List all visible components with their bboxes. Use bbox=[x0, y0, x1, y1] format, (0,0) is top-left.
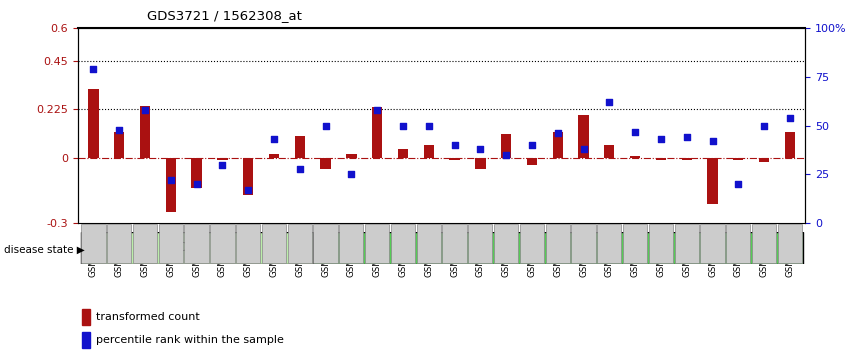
Bar bbox=[682, 158, 692, 160]
FancyBboxPatch shape bbox=[727, 224, 751, 263]
FancyBboxPatch shape bbox=[417, 224, 441, 263]
Bar bbox=[656, 158, 666, 160]
Point bbox=[138, 107, 152, 113]
Bar bbox=[81, 309, 90, 325]
Bar bbox=[423, 145, 434, 158]
Point bbox=[319, 123, 333, 129]
Text: pCR: pCR bbox=[171, 241, 197, 254]
FancyBboxPatch shape bbox=[701, 224, 725, 263]
Point bbox=[396, 123, 410, 129]
Bar bbox=[785, 132, 795, 158]
Point bbox=[706, 138, 720, 144]
Point bbox=[293, 166, 307, 171]
Bar bbox=[501, 134, 511, 158]
FancyBboxPatch shape bbox=[107, 224, 132, 263]
Point bbox=[345, 172, 359, 177]
Text: pPR: pPR bbox=[546, 241, 570, 254]
Bar bbox=[294, 137, 305, 158]
FancyBboxPatch shape bbox=[313, 224, 338, 263]
Bar bbox=[630, 156, 640, 158]
FancyBboxPatch shape bbox=[81, 224, 106, 263]
FancyBboxPatch shape bbox=[675, 224, 699, 263]
Point bbox=[267, 136, 281, 142]
Point bbox=[525, 142, 539, 148]
Text: transformed count: transformed count bbox=[96, 312, 200, 322]
Bar bbox=[191, 158, 202, 188]
Bar bbox=[165, 158, 176, 212]
Point bbox=[164, 177, 178, 183]
FancyBboxPatch shape bbox=[262, 224, 286, 263]
Point bbox=[190, 181, 204, 187]
Text: GDS3721 / 1562308_at: GDS3721 / 1562308_at bbox=[147, 9, 302, 22]
Point bbox=[680, 135, 694, 140]
FancyBboxPatch shape bbox=[520, 224, 544, 263]
Point bbox=[113, 127, 126, 132]
Point bbox=[422, 123, 436, 129]
Point bbox=[577, 146, 591, 152]
FancyBboxPatch shape bbox=[598, 224, 622, 263]
FancyBboxPatch shape bbox=[288, 224, 312, 263]
Bar bbox=[759, 158, 769, 162]
Point bbox=[242, 187, 255, 193]
Point bbox=[757, 123, 771, 129]
Bar bbox=[604, 145, 615, 158]
Point bbox=[474, 146, 488, 152]
FancyBboxPatch shape bbox=[778, 224, 802, 263]
Point bbox=[448, 142, 462, 148]
Bar bbox=[88, 89, 99, 158]
FancyBboxPatch shape bbox=[443, 224, 467, 263]
Bar bbox=[578, 115, 589, 158]
Point bbox=[783, 115, 797, 121]
Bar bbox=[553, 132, 563, 158]
FancyBboxPatch shape bbox=[623, 224, 647, 263]
FancyBboxPatch shape bbox=[572, 224, 596, 263]
Bar bbox=[708, 158, 718, 204]
Bar bbox=[114, 132, 125, 158]
FancyBboxPatch shape bbox=[81, 232, 313, 264]
FancyBboxPatch shape bbox=[210, 224, 235, 263]
Bar bbox=[372, 107, 382, 158]
Bar bbox=[243, 158, 254, 195]
Point bbox=[87, 67, 100, 72]
Bar bbox=[734, 158, 744, 160]
Bar bbox=[346, 154, 357, 158]
Bar bbox=[81, 332, 90, 348]
FancyBboxPatch shape bbox=[494, 224, 518, 263]
Bar bbox=[217, 158, 228, 160]
Bar bbox=[268, 154, 279, 158]
FancyBboxPatch shape bbox=[649, 224, 673, 263]
Point bbox=[499, 152, 513, 158]
FancyBboxPatch shape bbox=[236, 224, 261, 263]
FancyBboxPatch shape bbox=[132, 224, 157, 263]
Point bbox=[371, 107, 385, 113]
Bar bbox=[320, 158, 331, 169]
Bar bbox=[449, 158, 460, 160]
Point bbox=[628, 129, 642, 134]
FancyBboxPatch shape bbox=[339, 224, 364, 263]
Bar bbox=[139, 106, 150, 158]
Point bbox=[551, 131, 565, 136]
Point bbox=[654, 136, 668, 142]
Point bbox=[216, 162, 229, 167]
Bar bbox=[527, 158, 537, 165]
Point bbox=[732, 181, 746, 187]
FancyBboxPatch shape bbox=[184, 224, 209, 263]
FancyBboxPatch shape bbox=[546, 224, 570, 263]
FancyBboxPatch shape bbox=[469, 224, 493, 263]
Text: percentile rank within the sample: percentile rank within the sample bbox=[96, 335, 284, 346]
Point bbox=[603, 99, 617, 105]
FancyBboxPatch shape bbox=[158, 224, 183, 263]
FancyBboxPatch shape bbox=[752, 224, 776, 263]
Bar bbox=[475, 158, 486, 169]
Bar bbox=[397, 149, 408, 158]
Text: disease state ▶: disease state ▶ bbox=[4, 245, 85, 255]
FancyBboxPatch shape bbox=[391, 224, 415, 263]
FancyBboxPatch shape bbox=[365, 224, 390, 263]
FancyBboxPatch shape bbox=[313, 232, 803, 264]
